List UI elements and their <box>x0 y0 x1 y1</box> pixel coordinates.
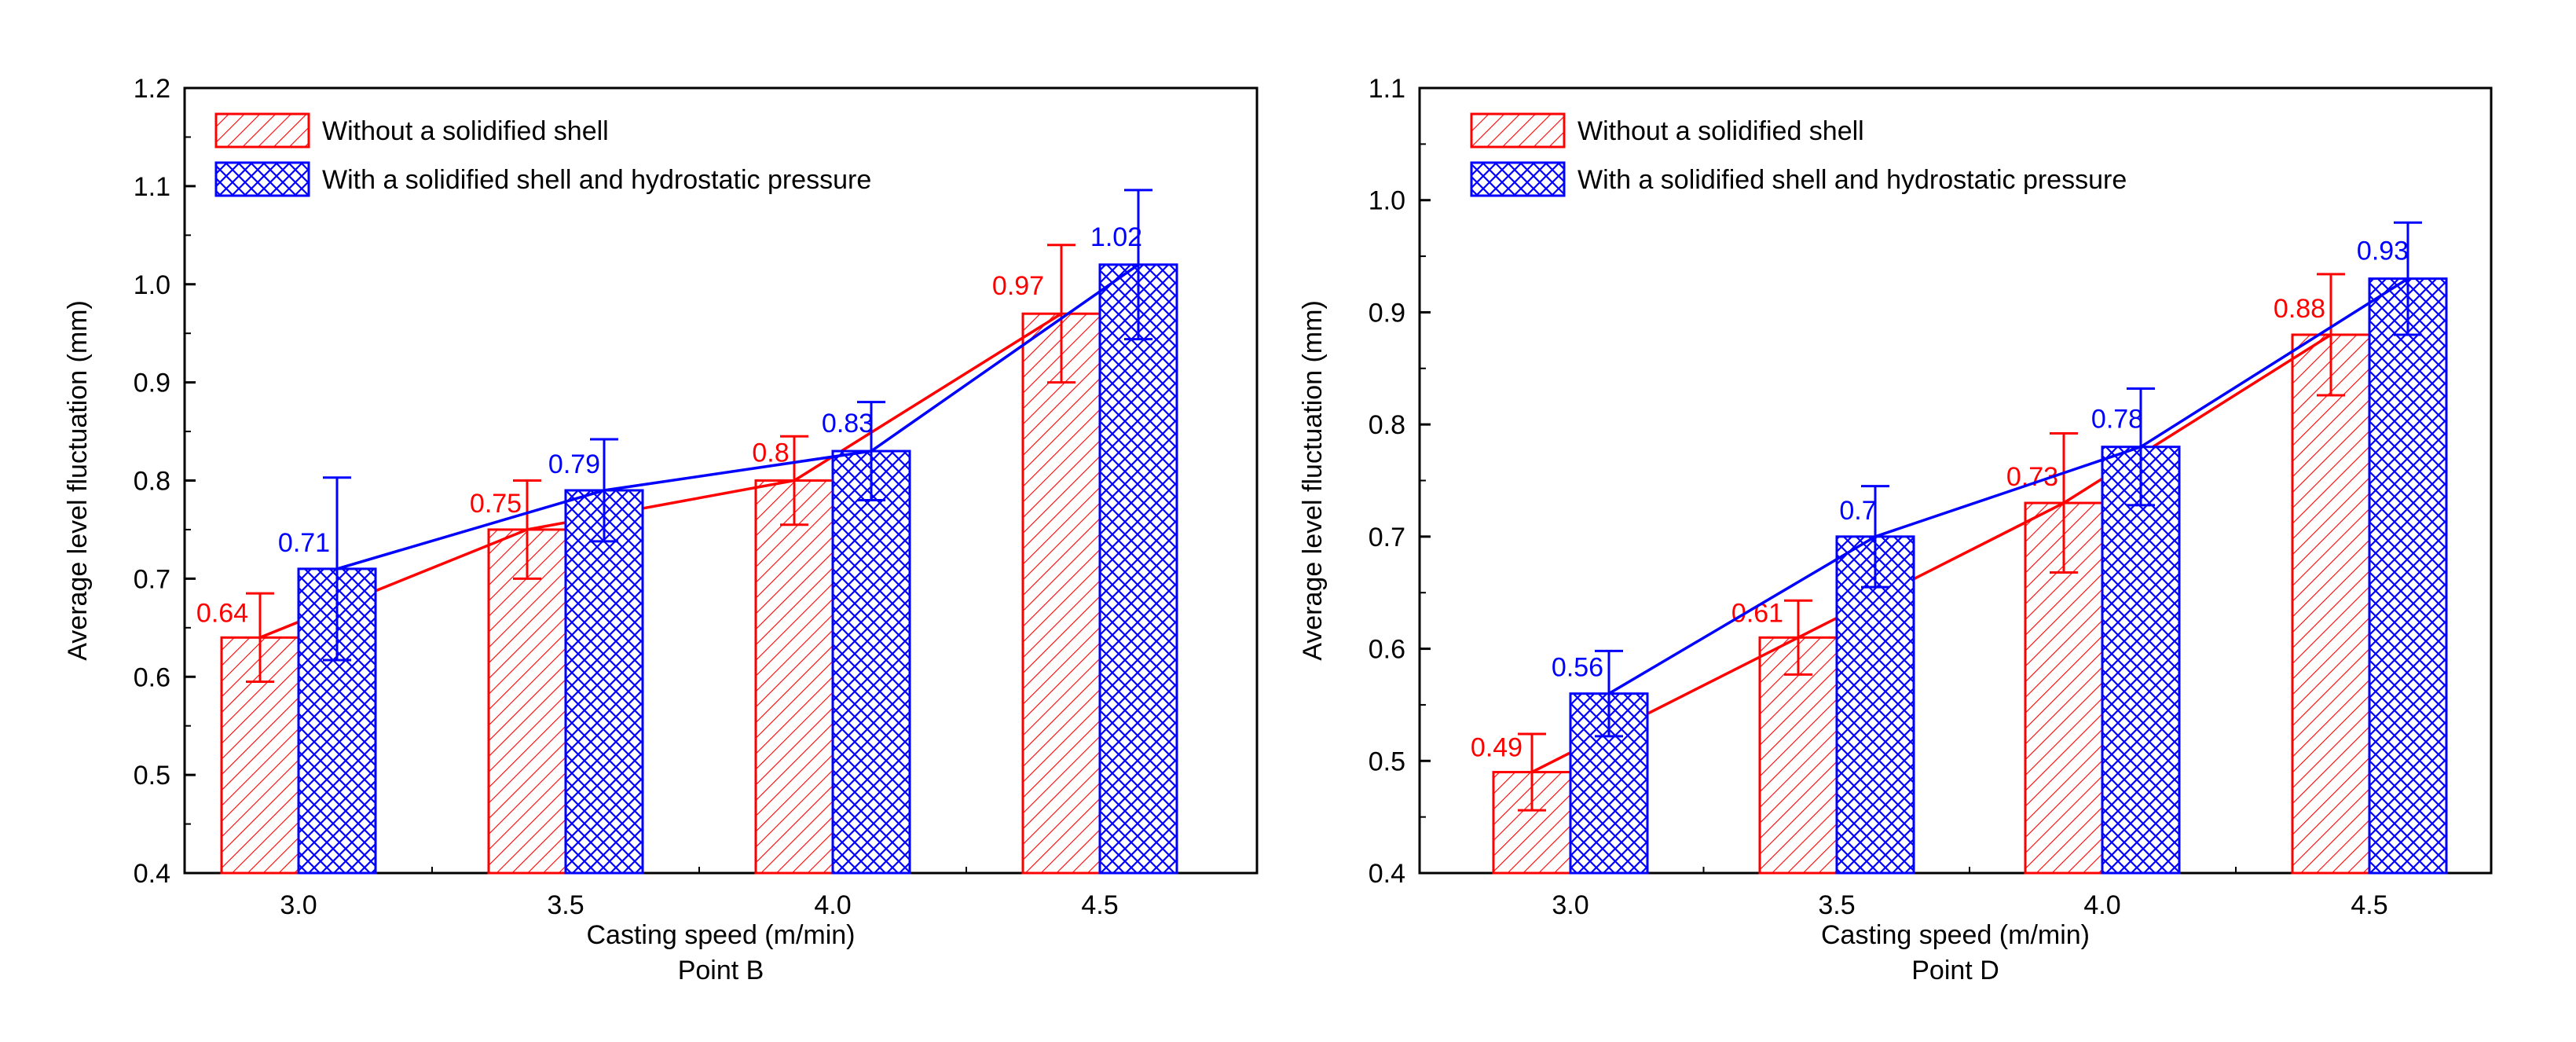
y-tick-label: 0.9 <box>134 369 170 398</box>
x-axis-title: Casting speed (m/min) <box>1821 920 2090 950</box>
chart-panel-point-b: 0.4 0.5 0.6 0.7 0.8 0.9 1.0 1.1 1.2 3.0 3.5 4.0 4.5 C… <box>63 74 1259 985</box>
data-label: 0.56 <box>1552 653 1603 683</box>
data-label: 0.97 <box>992 271 1044 301</box>
data-label: 0.71 <box>278 528 330 558</box>
bar-without-shell <box>1021 312 1101 875</box>
x-axis-title: Casting speed (m/min) <box>586 920 855 950</box>
data-label: 0.93 <box>2357 237 2409 266</box>
x-tick-label: 4.5 <box>2351 890 2387 920</box>
legend-label: Without a solidified shell <box>322 116 609 146</box>
data-label: 0.88 <box>2274 294 2325 324</box>
legend-swatch <box>1470 161 1566 197</box>
x-tick-label: 3.5 <box>1818 890 1855 920</box>
y-tick-label: 1.1 <box>1369 74 1405 104</box>
data-label: 0.75 <box>470 489 522 519</box>
bar-with-shell <box>1098 263 1178 875</box>
y-tick-label: 0.7 <box>1369 523 1405 552</box>
data-label: 0.78 <box>2091 405 2143 435</box>
y-tick-label: 0.9 <box>1369 298 1405 328</box>
x-tick-label: 3.0 <box>280 890 317 920</box>
data-label: 0.83 <box>822 409 874 438</box>
legend-swatch <box>1470 112 1566 149</box>
bar-without-shell <box>754 479 834 875</box>
y-axis-title: Average level fluctuation (mm) <box>1298 300 1328 661</box>
y-tick-label: 0.4 <box>1369 859 1405 889</box>
y-tick-label: 0.5 <box>1369 747 1405 776</box>
series-line <box>1531 333 2332 774</box>
x-tick-label: 3.5 <box>547 890 584 920</box>
x-tick-label: 4.5 <box>1081 890 1118 920</box>
y-tick-label: 0.4 <box>134 859 170 889</box>
data-label: 0.64 <box>196 598 248 628</box>
y-tick-label: 0.6 <box>1369 635 1405 665</box>
series-line <box>1608 277 2409 695</box>
y-axis-title: Average level fluctuation (mm) <box>63 300 93 661</box>
panel-caption: Point B <box>678 956 764 985</box>
legend-label: With a solidified shell and hydrostatic … <box>1577 165 2127 195</box>
series-line <box>336 263 1140 571</box>
x-tick-label: 4.0 <box>2083 890 2120 920</box>
bar-without-shell <box>1758 636 1838 875</box>
legend-swatch <box>214 161 310 197</box>
bar-with-shell <box>2368 277 2448 875</box>
y-tick-label: 1.0 <box>134 270 170 300</box>
bar-with-shell <box>564 489 644 875</box>
data-label: 0.61 <box>1731 598 1783 628</box>
y-tick-label: 1.1 <box>134 172 170 202</box>
data-label: 0.7 <box>1839 496 1876 526</box>
y-tick-label: 0.6 <box>134 662 170 692</box>
legend-swatch <box>214 112 310 149</box>
bar-with-shell <box>831 449 911 875</box>
y-tick-label: 0.8 <box>134 467 170 497</box>
legend-label: With a solidified shell and hydrostatic … <box>322 165 871 195</box>
x-tick-label: 3.0 <box>1552 890 1588 920</box>
data-label: 0.49 <box>1471 733 1523 763</box>
bar-without-shell <box>487 528 567 875</box>
legend-label: Without a solidified shell <box>1577 116 1864 146</box>
chart-panel-point-d: 0.4 0.5 0.6 0.7 0.8 0.9 1.0 1.1 3.0 3.5 4.0 4.5 Cast… <box>1298 74 2493 985</box>
y-tick-label: 0.7 <box>134 564 170 594</box>
bar-without-shell <box>2291 333 2371 875</box>
bar-with-shell <box>2101 446 2181 875</box>
y-tick-label: 0.8 <box>1369 410 1405 440</box>
y-tick-label: 1.2 <box>134 74 170 104</box>
x-tick-label: 4.0 <box>814 890 851 920</box>
data-label: 1.02 <box>1090 222 1142 252</box>
y-tick-label: 1.0 <box>1369 186 1405 216</box>
series-line <box>259 312 1062 639</box>
data-label: 0.79 <box>548 449 600 479</box>
panel-caption: Point D <box>1911 956 1999 985</box>
y-tick-label: 0.5 <box>134 761 170 791</box>
